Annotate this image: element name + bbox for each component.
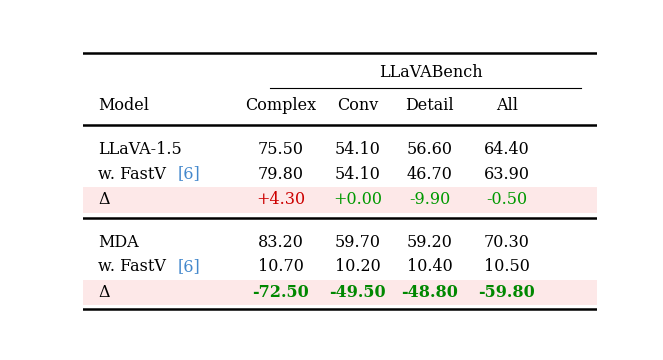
Text: 79.80: 79.80 — [258, 166, 304, 183]
Text: 59.20: 59.20 — [407, 234, 453, 251]
Bar — [83, 187, 597, 212]
Text: -49.50: -49.50 — [330, 284, 386, 301]
Text: 59.70: 59.70 — [335, 234, 381, 251]
Text: -0.50: -0.50 — [486, 191, 527, 208]
Text: 10.70: 10.70 — [258, 258, 304, 275]
Text: LLaVABench: LLaVABench — [379, 64, 483, 81]
Text: All: All — [496, 97, 518, 114]
Text: -9.90: -9.90 — [409, 191, 450, 208]
Text: [6]: [6] — [178, 166, 201, 183]
Text: 10.20: 10.20 — [335, 258, 381, 275]
Text: 10.50: 10.50 — [484, 258, 530, 275]
Text: Model: Model — [98, 97, 149, 114]
Text: Conv: Conv — [337, 97, 379, 114]
Text: +4.30: +4.30 — [256, 191, 305, 208]
Text: 46.70: 46.70 — [407, 166, 453, 183]
Text: 63.90: 63.90 — [484, 166, 530, 183]
Text: 10.40: 10.40 — [407, 258, 453, 275]
Text: 56.60: 56.60 — [406, 141, 453, 158]
Text: -48.80: -48.80 — [401, 284, 458, 301]
Text: -72.50: -72.50 — [253, 284, 309, 301]
Text: 64.40: 64.40 — [484, 141, 530, 158]
Text: +0.00: +0.00 — [333, 191, 383, 208]
Text: w. FastV: w. FastV — [98, 166, 171, 183]
Text: 75.50: 75.50 — [258, 141, 304, 158]
Text: Complex: Complex — [245, 97, 316, 114]
Text: Δ: Δ — [98, 284, 110, 301]
Text: [6]: [6] — [178, 258, 201, 275]
Text: w. FastV: w. FastV — [98, 258, 171, 275]
Text: 70.30: 70.30 — [484, 234, 530, 251]
Text: MDA: MDA — [98, 234, 139, 251]
Text: 54.10: 54.10 — [335, 166, 381, 183]
Text: 54.10: 54.10 — [335, 141, 381, 158]
Text: Δ: Δ — [98, 191, 110, 208]
Text: -59.80: -59.80 — [479, 284, 535, 301]
Text: LLaVA-1.5: LLaVA-1.5 — [98, 141, 182, 158]
Bar — [83, 280, 597, 305]
Text: 83.20: 83.20 — [258, 234, 304, 251]
Text: Detail: Detail — [405, 97, 454, 114]
